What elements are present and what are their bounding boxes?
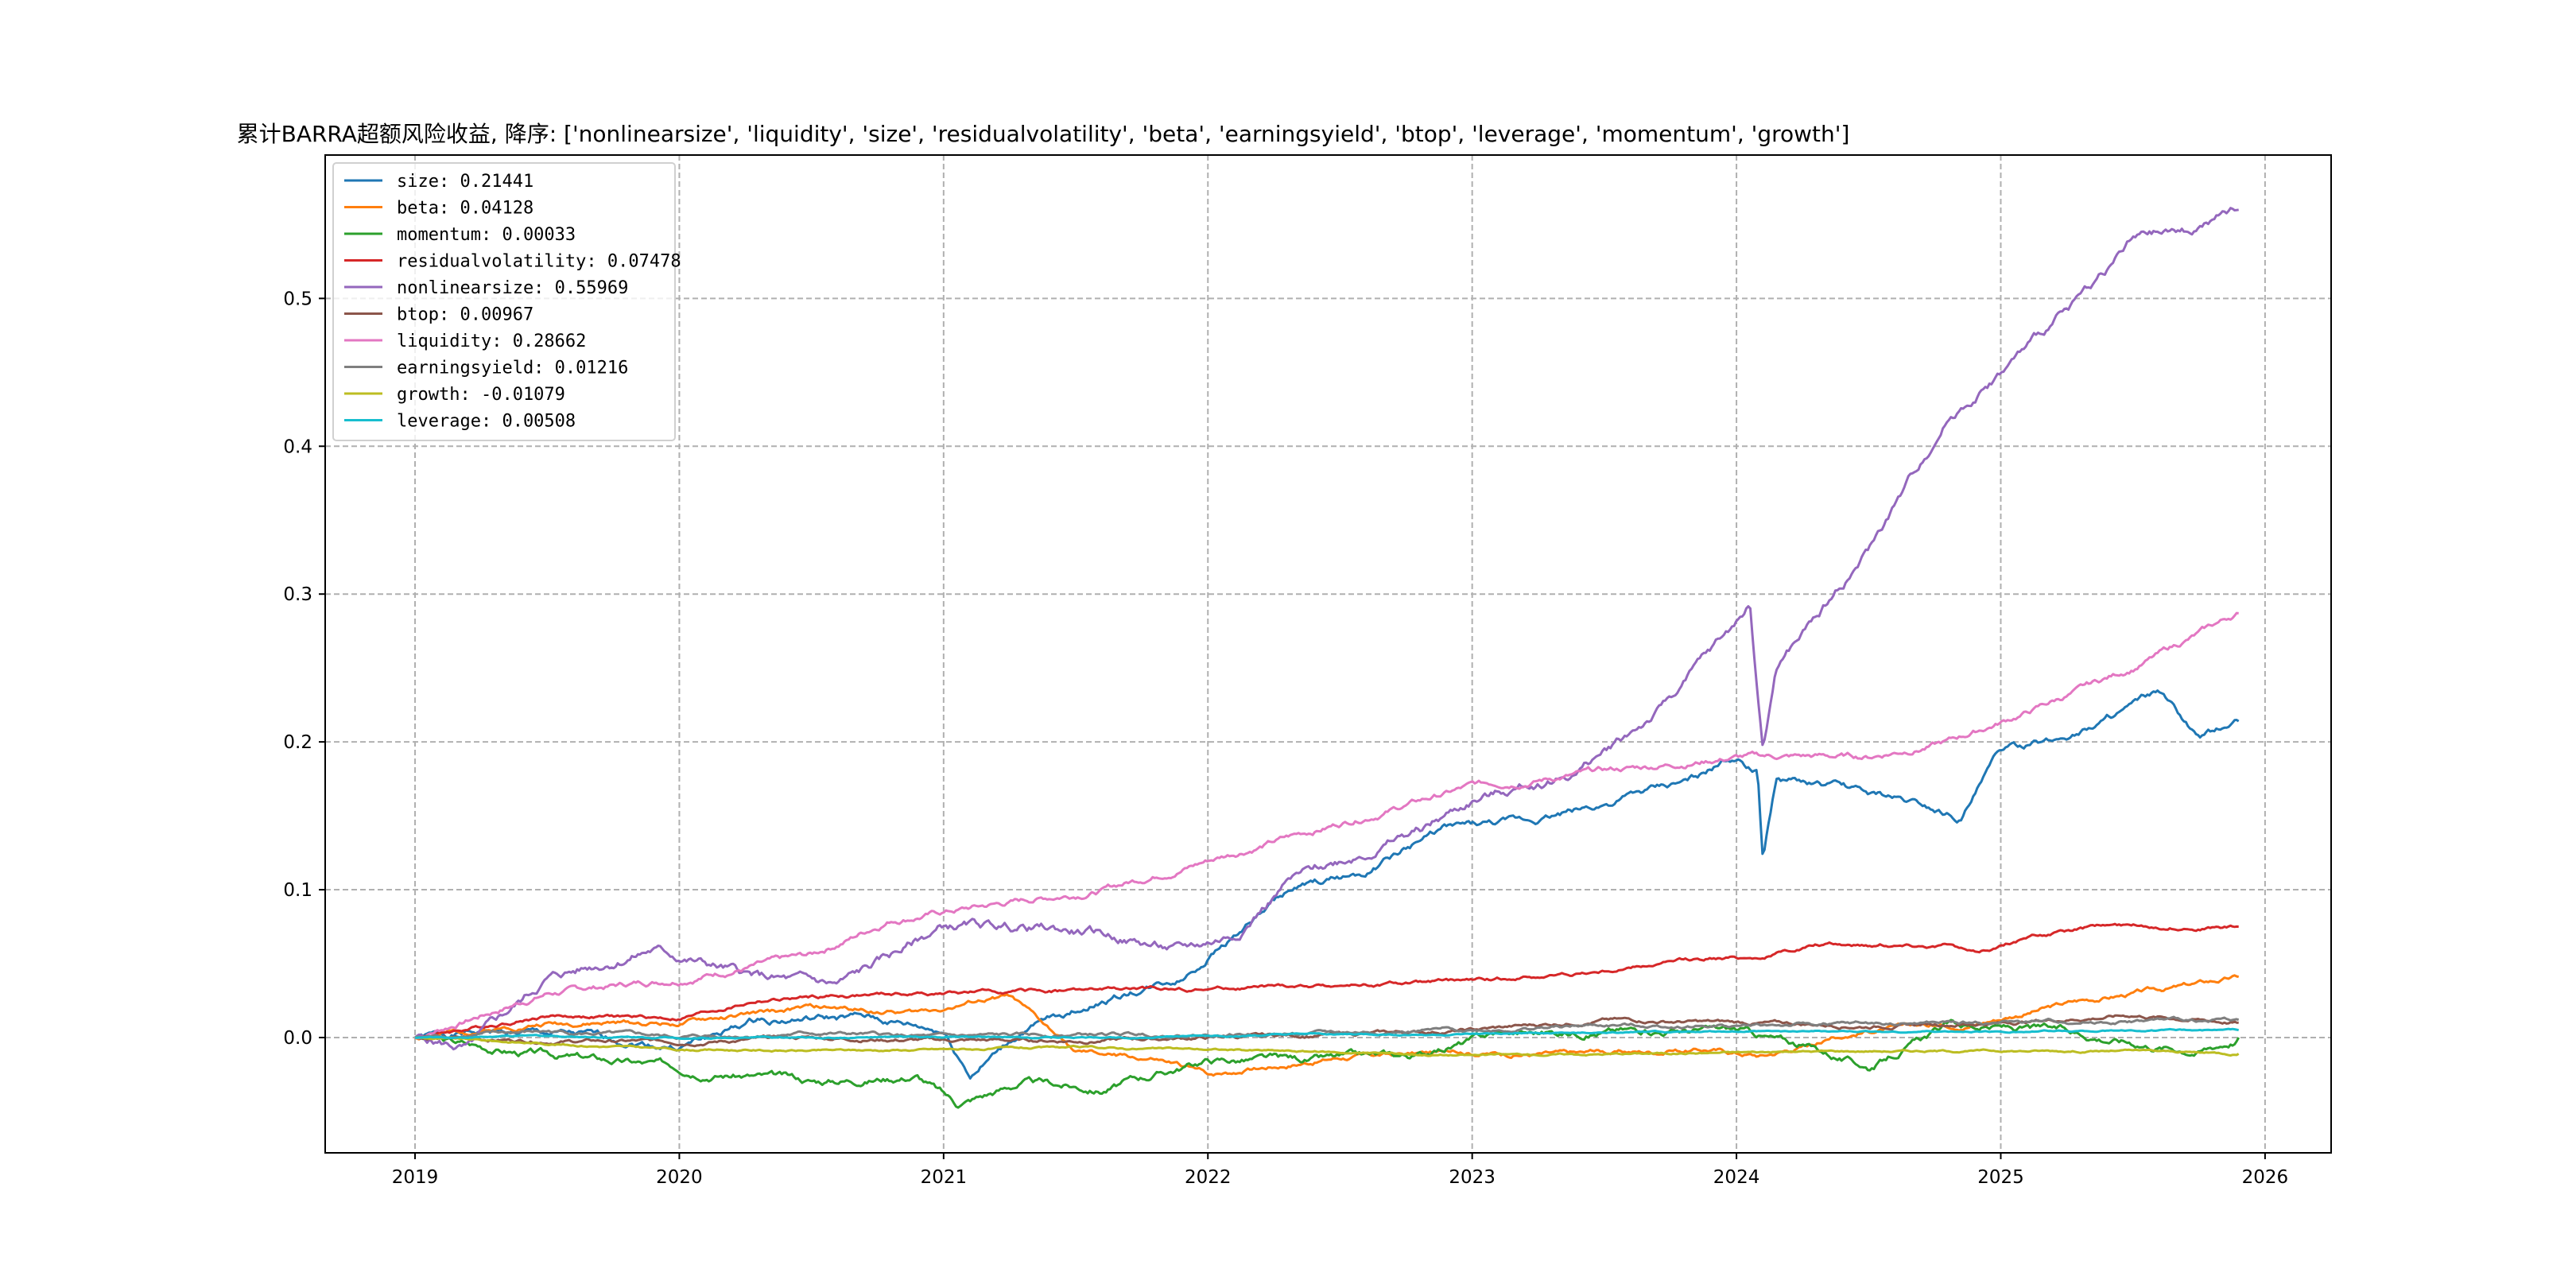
legend-box (332, 162, 676, 441)
legend-label-leverage: leverage: 0.00508 (397, 412, 576, 432)
series-line-leverage (414, 1027, 2240, 1041)
y-tick-label: 0.0 (283, 1028, 312, 1049)
legend: size: 0.21441 beta: 0.04128 momentum: 0.00… (332, 162, 681, 441)
x-tick-label: 2020 (656, 1167, 703, 1188)
x-tick-label: 2021 (921, 1167, 968, 1188)
x-tick-label: 2025 (1977, 1167, 2024, 1188)
series-line-growth (414, 1036, 2240, 1057)
y-tick-label: 0.5 (283, 289, 312, 309)
legend-label-momentum: momentum: 0.00033 (397, 225, 576, 245)
series-line-size (414, 689, 2240, 1080)
legend-label-liquidity: liquidity: 0.28662 (397, 332, 586, 351)
legend-label-residualvolatility: residualvolatility: 0.07478 (397, 252, 681, 272)
chart-title: 累计BARRA超额风险收益, 降序: ['nonlinearsize', 'li… (237, 121, 1850, 147)
legend-label-btop: btop: 0.00967 (397, 305, 533, 325)
series-line-liquidity (414, 611, 2239, 1040)
legend-label-size: size: 0.21441 (397, 172, 533, 192)
series-line-nonlinearsize (414, 207, 2239, 1051)
x-tick-label: 2024 (1713, 1167, 1760, 1188)
series-lines (414, 207, 2240, 1109)
legend-label-growth: growth: -0.01079 (397, 385, 565, 405)
legend-label-beta: beta: 0.04128 (397, 199, 533, 219)
series-line-beta (414, 974, 2240, 1077)
y-tick-label: 0.3 (283, 584, 312, 605)
plot-frame (324, 154, 2332, 1154)
series-line-residualvolatility (415, 922, 2239, 1039)
x-tick-label: 2023 (1449, 1167, 1496, 1188)
axis-ticks: 2019 2020 2021 2022 2023 2024 2025 2026 0.0 0.1 0.… (283, 289, 2288, 1188)
y-tick-label: 0.2 (283, 732, 312, 753)
x-tick-label: 2019 (392, 1167, 439, 1188)
y-tick-label: 0.4 (283, 436, 312, 457)
y-tick-label: 0.1 (283, 880, 312, 901)
x-tick-label: 2026 (2242, 1167, 2289, 1188)
legend-label-earningsyield: earningsyield: 0.01216 (397, 359, 628, 378)
x-tick-label: 2022 (1185, 1167, 1232, 1188)
legend-label-nonlinearsize: nonlinearsize: 0.55969 (397, 278, 628, 298)
series-line-momentum (414, 1018, 2240, 1109)
